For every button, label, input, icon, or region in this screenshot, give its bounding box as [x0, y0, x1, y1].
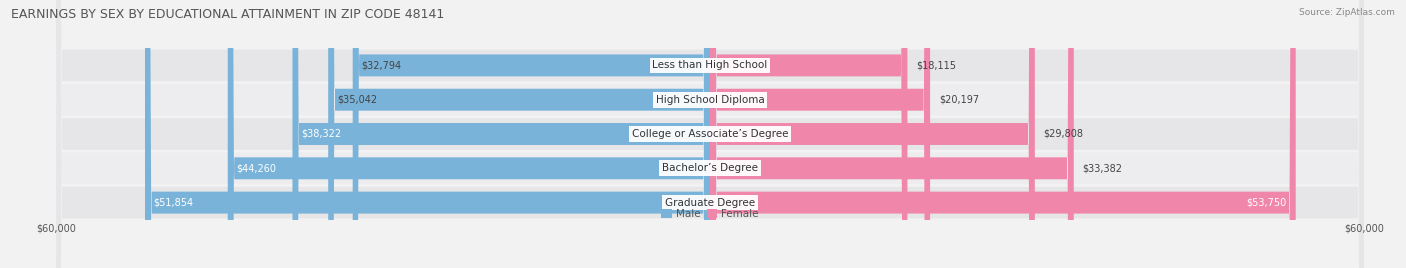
Text: EARNINGS BY SEX BY EDUCATIONAL ATTAINMENT IN ZIP CODE 48141: EARNINGS BY SEX BY EDUCATIONAL ATTAINMEN…: [11, 8, 444, 21]
Text: $38,322: $38,322: [301, 129, 342, 139]
Text: Bachelor’s Degree: Bachelor’s Degree: [662, 163, 758, 173]
FancyBboxPatch shape: [145, 0, 710, 268]
Text: $20,197: $20,197: [939, 95, 979, 105]
Text: $53,750: $53,750: [1247, 198, 1286, 208]
Legend: Male, Female: Male, Female: [657, 205, 763, 223]
FancyBboxPatch shape: [56, 0, 1364, 268]
FancyBboxPatch shape: [56, 0, 1364, 268]
Text: Source: ZipAtlas.com: Source: ZipAtlas.com: [1299, 8, 1395, 17]
Text: $33,382: $33,382: [1083, 163, 1122, 173]
Text: $18,115: $18,115: [917, 60, 956, 70]
FancyBboxPatch shape: [292, 0, 710, 268]
Text: Less than High School: Less than High School: [652, 60, 768, 70]
Text: $29,808: $29,808: [1043, 129, 1084, 139]
FancyBboxPatch shape: [328, 0, 710, 268]
FancyBboxPatch shape: [56, 0, 1364, 268]
FancyBboxPatch shape: [710, 0, 1035, 268]
Text: Graduate Degree: Graduate Degree: [665, 198, 755, 208]
FancyBboxPatch shape: [353, 0, 710, 268]
FancyBboxPatch shape: [710, 0, 931, 268]
Text: $44,260: $44,260: [236, 163, 277, 173]
FancyBboxPatch shape: [228, 0, 710, 268]
FancyBboxPatch shape: [56, 0, 1364, 268]
Text: $32,794: $32,794: [361, 60, 402, 70]
FancyBboxPatch shape: [710, 0, 907, 268]
FancyBboxPatch shape: [56, 0, 1364, 268]
Text: $51,854: $51,854: [153, 198, 194, 208]
Text: College or Associate’s Degree: College or Associate’s Degree: [631, 129, 789, 139]
FancyBboxPatch shape: [710, 0, 1296, 268]
Text: High School Diploma: High School Diploma: [655, 95, 765, 105]
Text: $35,042: $35,042: [337, 95, 377, 105]
FancyBboxPatch shape: [710, 0, 1074, 268]
